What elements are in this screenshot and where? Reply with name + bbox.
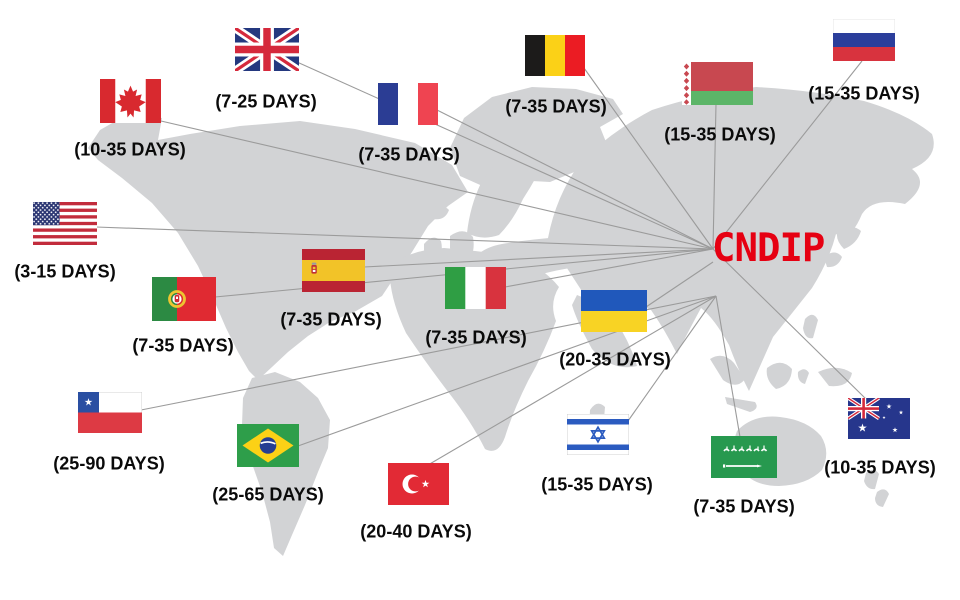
shipping-time-label-spain: (7-35 DAYS) xyxy=(280,309,382,330)
portugal-flag-icon xyxy=(152,277,216,321)
borneo-shape xyxy=(766,362,792,389)
new-guinea-shape xyxy=(818,367,852,387)
shipping-time-label-italy: (7-35 DAYS) xyxy=(425,327,527,348)
route-line-russia xyxy=(712,60,863,250)
route-line-belarus xyxy=(712,103,717,250)
usa-flag-icon xyxy=(33,202,97,245)
shipping-time-label-france: (7-35 DAYS) xyxy=(358,144,460,165)
philippines-shape xyxy=(803,314,818,339)
iceland-shape xyxy=(430,206,449,220)
shipping-time-label-chile: (25-90 DAYS) xyxy=(53,453,165,474)
route-line-saudi xyxy=(715,295,741,438)
shipping-time-label-turkey: (20-40 DAYS) xyxy=(360,521,472,542)
greenland-shape xyxy=(450,87,623,188)
sumatra-shape xyxy=(710,355,745,385)
shipping-time-label-uk: (7-25 DAYS) xyxy=(215,91,317,112)
brand-label: CNDIP xyxy=(712,226,825,271)
shipping-time-label-canada: (10-35 DAYS) xyxy=(74,139,186,160)
shipping-time-label-belarus: (15-35 DAYS) xyxy=(664,124,776,145)
chile-flag-icon xyxy=(78,392,142,433)
route-line-uk xyxy=(296,61,714,250)
route-line-canada xyxy=(160,120,714,250)
route-line-australia xyxy=(712,248,867,400)
ukraine-flag-icon xyxy=(581,290,647,332)
russia-flag-icon xyxy=(833,19,895,61)
shipping-time-label-saudi: (7-35 DAYS) xyxy=(693,496,795,517)
brazil-flag-icon xyxy=(237,424,299,467)
shipping-time-label-belgium: (7-35 DAYS) xyxy=(505,96,607,117)
italy-flag-icon xyxy=(445,267,506,309)
israel-flag-icon xyxy=(567,414,629,455)
shipping-time-label-portugal: (7-35 DAYS) xyxy=(132,335,234,356)
shipping-time-label-ukraine: (20-35 DAYS) xyxy=(559,349,671,370)
route-line-turkey xyxy=(427,295,717,466)
belgium-flag-icon xyxy=(525,35,585,76)
shipping-time-label-australia: (10-35 DAYS) xyxy=(824,457,936,478)
route-line-spain xyxy=(363,248,714,268)
australia-flag-icon xyxy=(848,398,910,439)
route-line-belgium xyxy=(583,67,714,250)
spain-flag-icon xyxy=(302,249,365,292)
java-shape xyxy=(725,397,757,412)
japan-shape xyxy=(824,226,861,268)
shipping-time-label-israel: (15-35 DAYS) xyxy=(541,474,653,495)
saudi-arabia-flag-icon xyxy=(711,436,777,478)
north-america-shape xyxy=(88,114,468,380)
route-line-italy xyxy=(504,248,714,288)
turkey-flag-icon xyxy=(388,463,449,505)
route-line-israel xyxy=(627,295,717,422)
route-line-france xyxy=(436,109,714,250)
shipping-time-label-russia: (15-35 DAYS) xyxy=(808,83,920,104)
route-line-ukraine xyxy=(645,261,714,308)
belarus-flag-icon xyxy=(682,62,753,105)
sulawesi-shape xyxy=(797,369,809,384)
new-zealand-shape xyxy=(864,469,889,507)
canada-flag-icon xyxy=(100,79,161,123)
shipping-time-label-brazil: (25-65 DAYS) xyxy=(212,484,324,505)
africa-shape xyxy=(390,248,559,451)
asia-shape xyxy=(548,87,934,391)
scandinavia-shape xyxy=(467,144,548,238)
uk-flag-icon xyxy=(235,28,299,71)
shipping-time-label-usa: (3-15 DAYS) xyxy=(14,261,116,282)
france-flag-icon xyxy=(378,83,438,125)
route-line-usa xyxy=(95,226,714,250)
